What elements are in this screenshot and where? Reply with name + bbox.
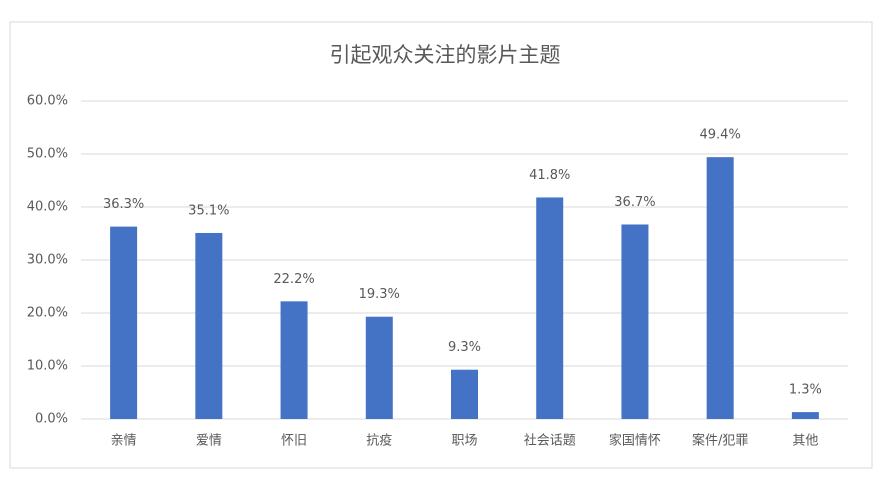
bar xyxy=(280,301,308,419)
bar xyxy=(451,369,478,419)
y-tick-label: 50.0% xyxy=(27,147,68,162)
x-tick-label: 其他 xyxy=(792,434,818,449)
bar xyxy=(621,224,649,419)
bar xyxy=(195,232,223,419)
value-label: 9.3% xyxy=(448,340,481,355)
value-label: 36.3% xyxy=(103,197,144,212)
value-label: 1.3% xyxy=(789,383,822,398)
chart-title: 引起观众关注的影片主题 xyxy=(330,43,561,67)
y-tick-label: 20.0% xyxy=(27,306,68,321)
x-tick-label: 抗疫 xyxy=(366,433,392,449)
value-label: 22.2% xyxy=(273,272,314,287)
x-tick-label: 怀旧 xyxy=(281,434,307,449)
bar xyxy=(110,226,138,419)
value-label: 49.4% xyxy=(700,128,741,143)
chart-border xyxy=(9,21,873,469)
x-tick-label: 家国情怀 xyxy=(609,433,661,449)
x-tick-label: 爱情 xyxy=(196,434,222,449)
y-tick-label: 0.0% xyxy=(35,412,68,427)
y-tick-label: 40.0% xyxy=(27,200,68,215)
y-tick-label: 30.0% xyxy=(27,253,68,268)
bar xyxy=(706,157,734,419)
bar xyxy=(791,412,819,419)
value-label: 19.3% xyxy=(359,287,400,302)
x-tick-label: 亲情 xyxy=(111,434,137,449)
x-tick-label: 职场 xyxy=(451,434,477,449)
value-label: 36.7% xyxy=(614,195,655,210)
bar xyxy=(365,316,393,419)
bar xyxy=(536,197,564,419)
x-tick-label: 案件/犯罪 xyxy=(692,434,748,449)
x-tick-label: 社会话题 xyxy=(524,433,576,449)
value-label: 35.1% xyxy=(188,203,229,218)
y-tick-label: 10.0% xyxy=(27,359,68,374)
y-tick-label: 60.0% xyxy=(27,94,68,109)
value-label: 41.8% xyxy=(529,168,570,183)
